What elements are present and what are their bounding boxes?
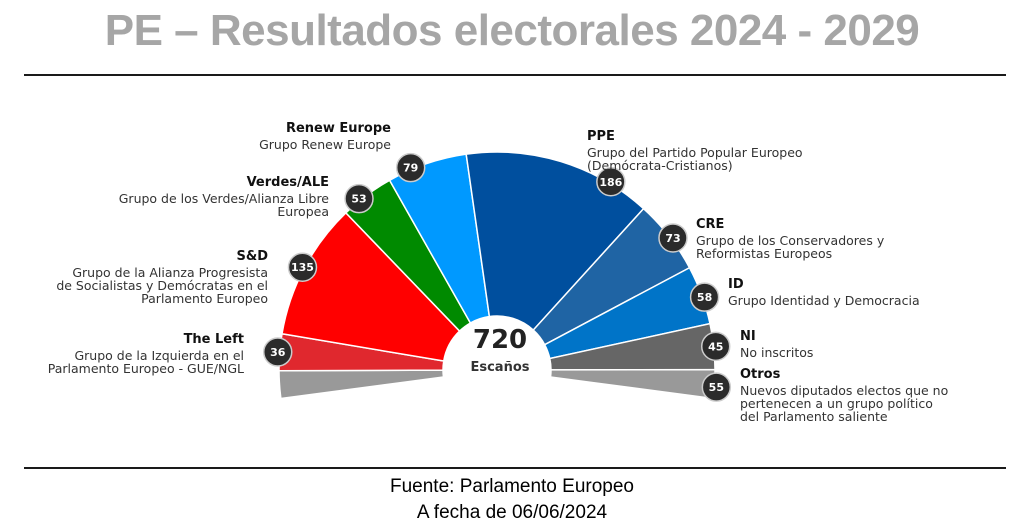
seat-count-id: 58 <box>697 291 712 304</box>
label-verdes: Verdes/ALE Grupo de los Verdes/Alianza Li… <box>119 176 329 218</box>
total-seats-label: 720 <box>473 325 527 355</box>
segment-otros-left <box>278 369 445 400</box>
label-sd: S&D Grupo de la Alianza Progresista de So… <box>56 250 268 305</box>
seat-badge-id <box>689 282 720 312</box>
date-note: A fecha de 06/06/2024 <box>416 502 608 523</box>
seat-count-renew: 79 <box>403 162 418 175</box>
seat-badge-the_left <box>262 337 293 367</box>
page-title: PE – Resultados electorales 2024 - 2029 <box>104 6 920 55</box>
segment-sd <box>281 211 461 362</box>
group-abbr: ID <box>728 277 744 292</box>
seat-count-the_left: 36 <box>270 346 286 359</box>
group-abbr: The Left <box>183 332 244 347</box>
badges-group: 36 135 53 79 186 73 58 45 55 <box>262 152 732 402</box>
seat-badge-verdes <box>344 183 374 214</box>
top-divider <box>24 74 1006 76</box>
seat-count-cre: 73 <box>665 232 680 245</box>
label-renew: Renew Europe Grupo Renew Europe <box>259 122 391 151</box>
center-label: Escaños <box>470 360 529 375</box>
segment-ppe <box>465 151 645 332</box>
label-id: ID Grupo Identidad y Democracia <box>728 278 920 307</box>
seat-count-otros: 55 <box>709 381 724 394</box>
seat-badge-cre <box>658 223 688 253</box>
group-name: Grupo de los Verdes/Alianza Libre Europe… <box>118 190 329 219</box>
group-abbr: Renew Europe <box>285 121 391 136</box>
label-the_left: The Left Grupo de la Izquierda en el Parl… <box>48 333 244 375</box>
bottom-divider <box>24 467 1006 469</box>
group-name: Nuevos diputados electos que no pertenec… <box>740 382 949 424</box>
label-ni: NI No inscritos <box>740 330 813 359</box>
seat-badge-sd <box>287 252 318 282</box>
hemicycle-chart: 36 135 53 79 186 73 58 45 55 720 Escaños <box>262 151 732 402</box>
group-abbr: PPE <box>587 129 615 144</box>
group-name: Grupo de la Izquierda en el Parlamento E… <box>47 347 244 376</box>
group-abbr: NI <box>740 329 756 344</box>
group-name: Grupo del Partido Popular Europeo (Demóc… <box>587 144 803 173</box>
seat-badge-ni <box>700 331 731 362</box>
label-cre: CRE Grupo de los Conservadores y Reformis… <box>696 218 884 260</box>
group-abbr: Verdes/ALE <box>246 175 329 190</box>
seat-badge-ppe <box>596 167 626 197</box>
segments-group <box>278 151 716 400</box>
seat-count-ni: 45 <box>708 340 723 353</box>
segment-otros-right <box>549 368 716 400</box>
seat-badge-renew <box>395 152 426 183</box>
group-name: Grupo de los Conservadores y Reformistas… <box>696 232 885 261</box>
group-name: No inscritos <box>740 344 814 360</box>
seat-count-ppe: 186 <box>599 176 622 189</box>
group-name: Grupo Renew Europe <box>259 136 391 152</box>
group-abbr: CRE <box>696 217 725 232</box>
label-ppe: PPE Grupo del Partido Popular Europeo (De… <box>587 130 803 172</box>
group-abbr: S&D <box>236 249 269 264</box>
seat-count-sd: 135 <box>291 261 314 274</box>
seat-count-verdes: 53 <box>351 193 366 206</box>
group-name: Grupo de la Alianza Progresista de Socia… <box>56 264 268 306</box>
label-otros: Otros Nuevos diputados electos que no per… <box>740 368 948 423</box>
seat-badge-otros <box>701 372 732 402</box>
group-name: Grupo Identidad y Democracia <box>728 292 920 308</box>
source-note: Fuente: Parlamento Europeo <box>390 476 634 497</box>
group-abbr: Otros <box>740 367 781 382</box>
